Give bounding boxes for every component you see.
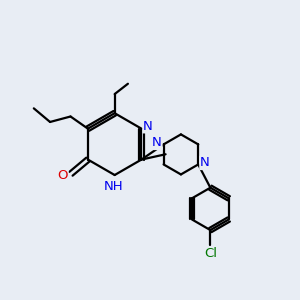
Text: Cl: Cl	[204, 247, 217, 260]
Text: N: N	[152, 136, 162, 149]
Text: N: N	[143, 120, 153, 133]
Text: O: O	[58, 169, 68, 182]
Text: N: N	[200, 157, 210, 169]
Text: NH: NH	[103, 180, 123, 193]
